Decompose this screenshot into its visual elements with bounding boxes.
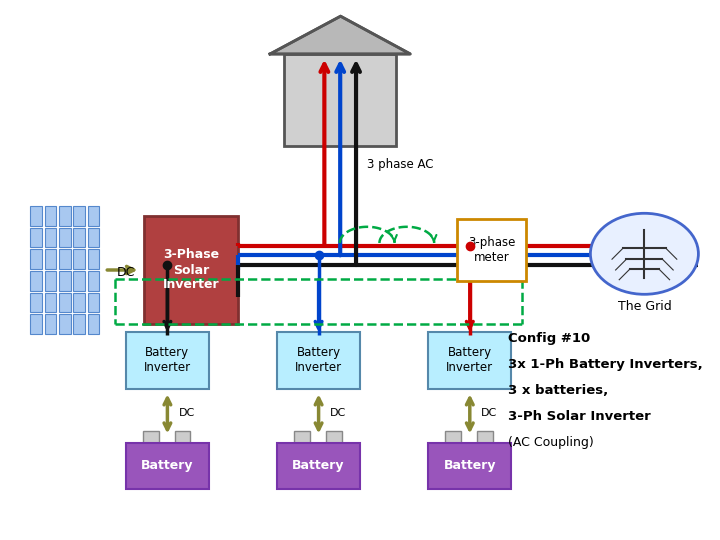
FancyBboxPatch shape	[428, 332, 511, 389]
FancyBboxPatch shape	[88, 249, 99, 269]
FancyBboxPatch shape	[88, 206, 99, 226]
FancyBboxPatch shape	[59, 293, 71, 312]
FancyBboxPatch shape	[174, 431, 190, 444]
Polygon shape	[270, 16, 410, 54]
Text: 3-Ph Solar Inverter: 3-Ph Solar Inverter	[508, 410, 650, 423]
Text: 3-phase
meter: 3-phase meter	[468, 236, 515, 264]
FancyBboxPatch shape	[73, 293, 85, 312]
FancyBboxPatch shape	[144, 216, 238, 324]
FancyBboxPatch shape	[45, 228, 56, 247]
Text: Config #10: Config #10	[508, 332, 590, 345]
Text: Battery
Inverter: Battery Inverter	[446, 347, 493, 374]
Text: DC: DC	[179, 408, 195, 418]
Text: Battery
Inverter: Battery Inverter	[295, 347, 342, 374]
FancyBboxPatch shape	[30, 228, 42, 247]
Text: 3 x batteries,: 3 x batteries,	[508, 384, 608, 397]
Text: (AC Coupling): (AC Coupling)	[508, 436, 593, 449]
FancyBboxPatch shape	[59, 228, 71, 247]
FancyBboxPatch shape	[143, 431, 158, 444]
FancyBboxPatch shape	[59, 249, 71, 269]
FancyBboxPatch shape	[457, 219, 526, 281]
FancyBboxPatch shape	[45, 293, 56, 312]
FancyBboxPatch shape	[30, 206, 42, 226]
Text: Battery
Inverter: Battery Inverter	[144, 347, 191, 374]
FancyBboxPatch shape	[30, 314, 42, 334]
FancyBboxPatch shape	[59, 314, 71, 334]
Text: The Grid: The Grid	[618, 300, 671, 313]
FancyBboxPatch shape	[428, 443, 511, 489]
Text: Battery: Battery	[141, 459, 194, 472]
Text: 3-Phase
Solar
Inverter: 3-Phase Solar Inverter	[163, 248, 219, 292]
FancyBboxPatch shape	[45, 206, 56, 226]
Text: DC: DC	[481, 408, 498, 418]
FancyBboxPatch shape	[30, 249, 42, 269]
FancyBboxPatch shape	[59, 271, 71, 291]
FancyBboxPatch shape	[45, 314, 56, 334]
Text: 3 phase AC: 3 phase AC	[367, 158, 433, 171]
FancyBboxPatch shape	[45, 271, 56, 291]
FancyBboxPatch shape	[45, 249, 56, 269]
FancyBboxPatch shape	[277, 332, 360, 389]
FancyBboxPatch shape	[73, 249, 85, 269]
Text: Battery: Battery	[292, 459, 345, 472]
Circle shape	[590, 213, 698, 294]
Text: 3x 1-Ph Battery Inverters,: 3x 1-Ph Battery Inverters,	[508, 358, 702, 371]
FancyBboxPatch shape	[88, 293, 99, 312]
FancyBboxPatch shape	[325, 431, 342, 444]
FancyBboxPatch shape	[59, 206, 71, 226]
Text: Battery: Battery	[444, 459, 496, 472]
FancyBboxPatch shape	[88, 271, 99, 291]
FancyBboxPatch shape	[445, 431, 461, 444]
FancyBboxPatch shape	[73, 228, 85, 247]
FancyBboxPatch shape	[477, 431, 492, 444]
FancyBboxPatch shape	[73, 314, 85, 334]
FancyBboxPatch shape	[30, 293, 42, 312]
Text: DC: DC	[330, 408, 346, 418]
FancyBboxPatch shape	[88, 314, 99, 334]
Text: DC: DC	[117, 266, 135, 279]
FancyBboxPatch shape	[126, 443, 209, 489]
FancyBboxPatch shape	[88, 228, 99, 247]
FancyBboxPatch shape	[284, 54, 396, 146]
FancyBboxPatch shape	[126, 332, 209, 389]
FancyBboxPatch shape	[30, 271, 42, 291]
FancyBboxPatch shape	[73, 206, 85, 226]
FancyBboxPatch shape	[277, 443, 360, 489]
FancyBboxPatch shape	[73, 271, 85, 291]
FancyBboxPatch shape	[294, 431, 310, 444]
